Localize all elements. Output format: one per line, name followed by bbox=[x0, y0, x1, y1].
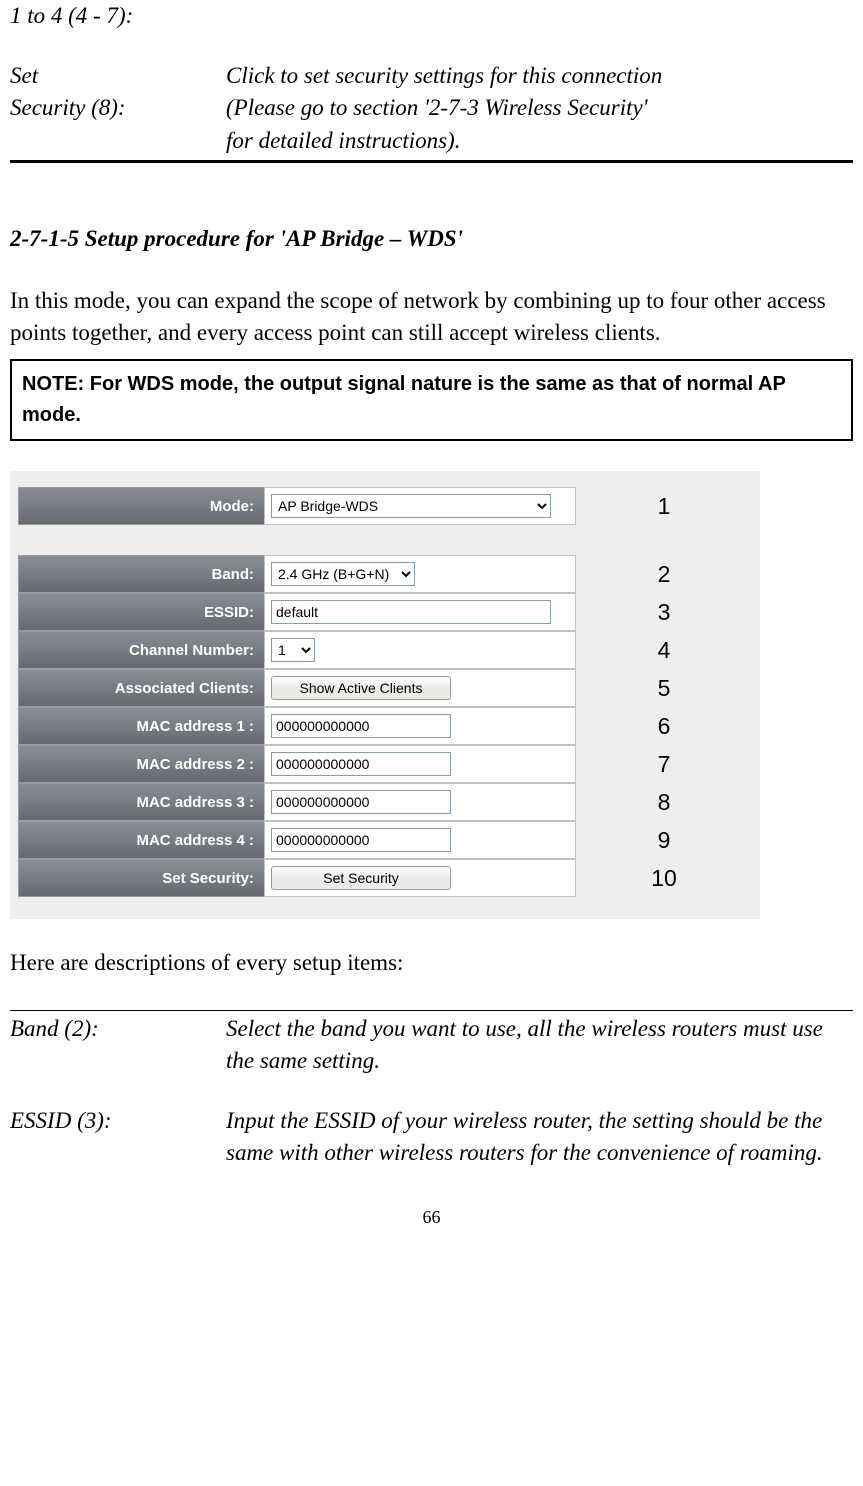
config-annotation: 2 bbox=[576, 555, 752, 593]
descriptions-intro: Here are descriptions of every setup ite… bbox=[10, 947, 853, 979]
config-label: Channel Number: bbox=[18, 631, 264, 669]
config-label: MAC address 3 : bbox=[18, 783, 264, 821]
descriptions-list: Band (2):Select the band you want to use… bbox=[10, 1013, 853, 1170]
section-divider-top bbox=[10, 160, 853, 163]
config-annotation: 6 bbox=[576, 707, 752, 745]
config-value-cell bbox=[264, 783, 576, 821]
config-row: MAC address 4 : 9 bbox=[18, 821, 752, 859]
description-item: ESSID (3):Input the ESSID of your wirele… bbox=[10, 1105, 853, 1169]
top-item-2-label: Set Security (8): bbox=[10, 60, 226, 157]
config-annotation: 5 bbox=[576, 669, 752, 707]
config-row: MAC address 1 : 6 bbox=[18, 707, 752, 745]
config-annotation: 4 bbox=[576, 631, 752, 669]
intro-paragraph: In this mode, you can expand the scope o… bbox=[10, 285, 853, 349]
config-input[interactable] bbox=[271, 752, 451, 776]
config-input[interactable] bbox=[271, 714, 451, 738]
config-label: Mode: bbox=[18, 487, 264, 525]
config-value-cell bbox=[264, 593, 576, 631]
top-item-2-description: Click to set security settings for this … bbox=[226, 60, 853, 157]
config-button[interactable]: Show Active Clients bbox=[271, 676, 451, 700]
config-label: MAC address 4 : bbox=[18, 821, 264, 859]
config-annotation: 3 bbox=[576, 593, 752, 631]
top-item-1: 1 to 4 (4 - 7): bbox=[10, 0, 853, 32]
config-row: MAC address 2 : 7 bbox=[18, 745, 752, 783]
config-value-cell bbox=[264, 707, 576, 745]
config-value-cell: 2.4 GHz (B+G+N) bbox=[264, 555, 576, 593]
section-heading: 2-7-1-5 Setup procedure for 'AP Bridge –… bbox=[10, 223, 853, 255]
description-text: Input the ESSID of your wireless router,… bbox=[226, 1105, 853, 1169]
config-label: ESSID: bbox=[18, 593, 264, 631]
config-select[interactable]: 2.4 GHz (B+G+N) bbox=[271, 562, 415, 586]
config-row: Set Security: Set Security 10 bbox=[18, 859, 752, 897]
descriptions-divider bbox=[10, 1010, 853, 1011]
config-label: Set Security: bbox=[18, 859, 264, 897]
note-box: NOTE: For WDS mode, the output signal na… bbox=[10, 359, 853, 441]
config-row: Associated Clients: Show Active Clients 5 bbox=[18, 669, 752, 707]
config-label: MAC address 2 : bbox=[18, 745, 264, 783]
description-label: Band (2): bbox=[10, 1013, 226, 1077]
config-row: Mode: AP Bridge-WDS 1 bbox=[18, 487, 752, 525]
config-annotation: 8 bbox=[576, 783, 752, 821]
config-input[interactable] bbox=[271, 600, 551, 624]
description-text: Select the band you want to use, all the… bbox=[226, 1013, 853, 1077]
config-annotation: 7 bbox=[576, 745, 752, 783]
description-label: ESSID (3): bbox=[10, 1105, 226, 1169]
config-panel: Mode: AP Bridge-WDS 1 Band: 2.4 GHz (B+G+N) 2… bbox=[10, 471, 760, 919]
config-row: MAC address 3 : 8 bbox=[18, 783, 752, 821]
config-value-cell: Set Security bbox=[264, 859, 576, 897]
config-value-cell bbox=[264, 745, 576, 783]
config-label: Band: bbox=[18, 555, 264, 593]
config-input[interactable] bbox=[271, 828, 451, 852]
config-select[interactable]: 1 bbox=[271, 638, 315, 662]
config-annotation: 10 bbox=[576, 859, 752, 897]
config-row: Band: 2.4 GHz (B+G+N) 2 bbox=[18, 555, 752, 593]
config-value-cell: AP Bridge-WDS bbox=[264, 487, 576, 525]
config-row: ESSID: 3 bbox=[18, 593, 752, 631]
page-number: 66 bbox=[10, 1205, 853, 1230]
config-value-cell: 1 bbox=[264, 631, 576, 669]
config-select[interactable]: AP Bridge-WDS bbox=[271, 494, 551, 518]
config-button[interactable]: Set Security bbox=[271, 866, 451, 890]
description-item: Band (2):Select the band you want to use… bbox=[10, 1013, 853, 1077]
config-value-cell bbox=[264, 821, 576, 859]
config-input[interactable] bbox=[271, 790, 451, 814]
config-annotation: 1 bbox=[576, 487, 752, 525]
top-partial-section: 1 to 4 (4 - 7): Set Security (8): Click … bbox=[10, 0, 853, 157]
config-label: MAC address 1 : bbox=[18, 707, 264, 745]
top-item-set-security: Set Security (8): Click to set security … bbox=[10, 60, 853, 157]
config-value-cell: Show Active Clients bbox=[264, 669, 576, 707]
config-label: Associated Clients: bbox=[18, 669, 264, 707]
config-row: Channel Number: 1 4 bbox=[18, 631, 752, 669]
config-annotation: 9 bbox=[576, 821, 752, 859]
